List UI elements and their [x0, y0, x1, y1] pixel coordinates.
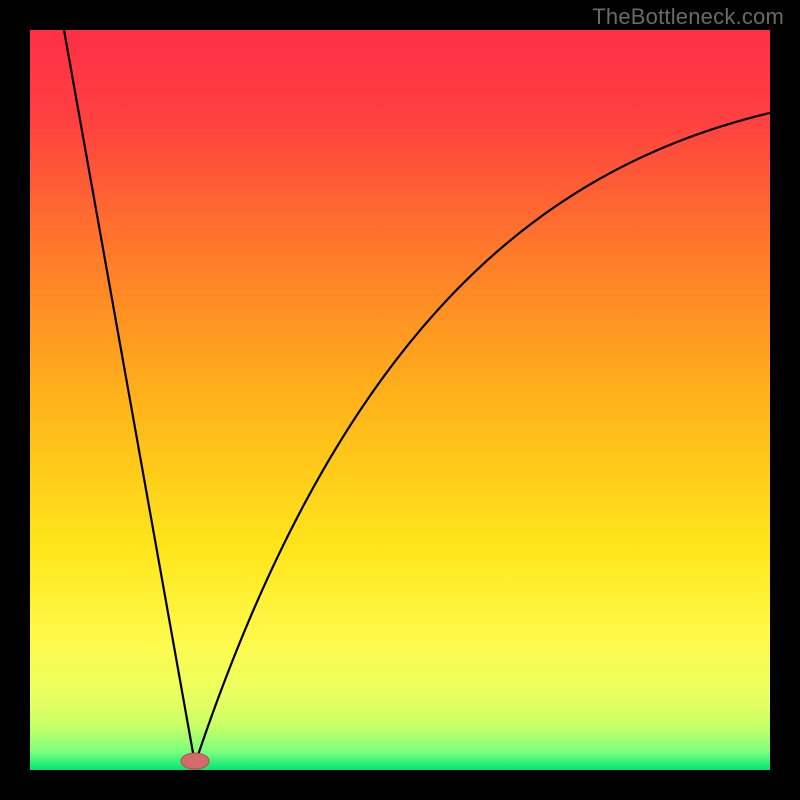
watermark-text: TheBottleneck.com	[592, 4, 784, 30]
chart-frame: TheBottleneck.com	[0, 0, 800, 800]
bottleneck-chart	[0, 0, 800, 800]
optimal-point-marker	[181, 753, 209, 769]
heat-gradient-background	[30, 30, 770, 770]
